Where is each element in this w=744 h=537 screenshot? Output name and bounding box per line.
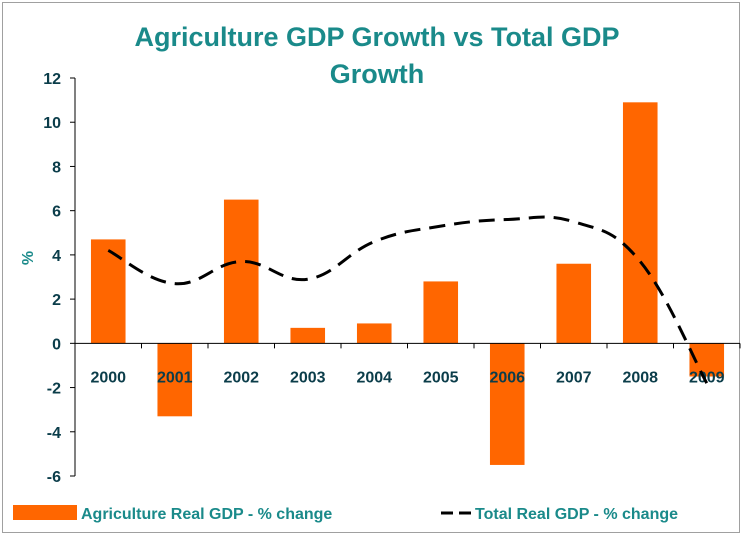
x-tick-label-2007: 2007 (556, 369, 592, 386)
bar-2004 (356, 323, 392, 344)
legend-label-total: Total Real GDP - % change (475, 506, 678, 523)
total-gdp-point-2004 (374, 241, 375, 242)
legend: Agriculture Real GDP - % change Total Re… (13, 505, 678, 523)
x-tick-label-2008: 2008 (622, 369, 658, 386)
x-tick-label-2004: 2004 (356, 369, 392, 386)
y-tick-label: 6 (52, 204, 61, 221)
bar-2006 (489, 343, 525, 465)
x-axis (74, 342, 741, 349)
y-tick-label: -4 (47, 425, 61, 442)
y-tick-label: 2 (52, 292, 61, 309)
bar-2003 (290, 327, 326, 344)
bar-2000 (90, 239, 126, 344)
y-tick-label: -6 (47, 469, 61, 486)
bar-2002 (223, 199, 259, 344)
x-tick-label-2000: 2000 (90, 369, 126, 386)
bar-2008 (622, 102, 658, 344)
x-tick-label-2005: 2005 (423, 369, 459, 386)
y-tick-label: -2 (47, 381, 61, 398)
bar-2001 (157, 343, 193, 417)
x-tick-label-2009: 2009 (689, 369, 725, 386)
y-tick-label: 12 (43, 71, 61, 88)
x-tick-label-2003: 2003 (290, 369, 326, 386)
x-tick-label-2001: 2001 (157, 369, 193, 386)
bar-series (90, 102, 725, 465)
y-axis: -6 -4 -2 0 2 4 6 8 10 12 (43, 71, 76, 486)
y-axis-label: % (20, 251, 37, 265)
legend-swatch-agriculture (13, 505, 77, 520)
x-tick-label-2002: 2002 (223, 369, 259, 386)
chart: Agriculture GDP Growth vs Total GDP Grow… (13, 22, 741, 523)
y-tick-label: 10 (43, 115, 61, 132)
bar-2007 (556, 263, 592, 344)
bar-2005 (423, 281, 459, 344)
chart-title-line-2: Growth (330, 59, 425, 89)
x-tick-labels: 2000 2001 2002 2003 2004 2005 2006 2007 2008 2009 (90, 369, 724, 386)
line-series (107, 215, 709, 384)
x-tick-label-2006: 2006 (489, 369, 525, 386)
total-gdp-point-2007 (573, 221, 574, 222)
y-tick-label: 8 (52, 159, 61, 176)
y-tick-label: 4 (52, 248, 61, 265)
legend-label-agriculture: Agriculture Real GDP - % change (81, 506, 332, 523)
chart-title-line-1: Agriculture GDP Growth vs Total GDP (134, 22, 619, 52)
y-tick-label: 0 (52, 336, 61, 353)
total-gdp-line (107, 215, 709, 384)
